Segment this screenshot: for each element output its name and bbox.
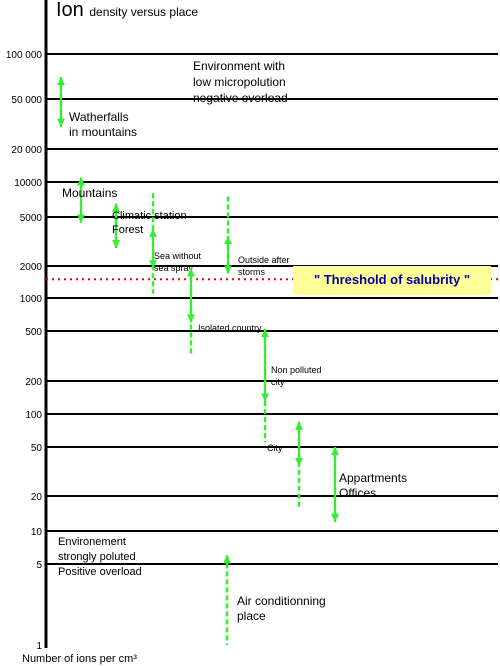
chart-title-big: Ion <box>56 0 89 21</box>
range-arrowhead-down <box>295 458 303 467</box>
chart-title-rest: density versus place <box>89 5 198 19</box>
range-label: Forest <box>112 224 143 236</box>
range-arrowhead-down <box>261 393 269 402</box>
y-tick-label: 5 <box>36 560 42 571</box>
y-tick-label: 1 <box>36 641 42 652</box>
threshold-box <box>293 266 491 295</box>
annotation-text: Environment with <box>193 59 285 73</box>
range-label: Appartments <box>339 471 407 485</box>
range-arrowhead-down <box>224 265 232 274</box>
range-label: city <box>271 377 285 387</box>
y-tick-label: 1000 <box>20 294 43 305</box>
range-arrowhead-up <box>77 177 85 186</box>
range-label: Outside after <box>238 255 290 265</box>
range-arrowhead-up <box>149 228 157 237</box>
range-label: storms <box>238 267 266 277</box>
y-tick-label: 5000 <box>20 213 43 224</box>
y-tick-label: 100 000 <box>6 50 43 61</box>
range-arrowhead-down <box>149 260 157 269</box>
range-arrowhead-down <box>112 240 120 249</box>
range-label: Mountains <box>62 186 117 200</box>
y-tick-label: 10000 <box>14 178 42 189</box>
range-arrowhead-up <box>261 329 269 338</box>
y-tick-label: 10 <box>31 527 43 538</box>
range-arrowhead-down <box>331 513 339 522</box>
annotation-text: low micropolution <box>193 75 286 89</box>
annotation-text: negative overload <box>193 91 288 105</box>
range-arrowhead-up <box>295 421 303 430</box>
y-tick-label: 20 <box>31 492 43 503</box>
range-arrowhead-down <box>77 214 85 223</box>
y-tick-label: 200 <box>25 377 42 388</box>
range-label: Climatic station <box>112 210 187 222</box>
range-arrowhead-up <box>223 555 231 564</box>
y-tick-label: 50 000 <box>11 95 42 106</box>
range-label: Isolated country <box>198 323 262 333</box>
range-label: in mountains <box>69 125 137 139</box>
y-tick-label: 2000 <box>20 262 43 273</box>
range-arrowhead-down <box>187 314 195 323</box>
range-label: place <box>237 609 266 623</box>
y-tick-label: 50 <box>31 443 43 454</box>
range-label: Air conditionning <box>237 594 326 608</box>
range-arrowhead-up <box>224 236 232 245</box>
y-tick-label: 500 <box>25 327 42 338</box>
range-label: Offices <box>339 486 376 500</box>
y-tick-label: 100 <box>25 410 42 421</box>
annotation-text: strongly poluted <box>58 551 136 563</box>
range-arrowhead-up <box>187 268 195 277</box>
range-label: Sea without <box>154 251 202 261</box>
range-label: Watherfalls <box>69 110 129 124</box>
annotation-text: Environement <box>58 536 126 548</box>
range-label: City <box>267 443 283 453</box>
range-arrowhead-up <box>112 203 120 212</box>
range-label: Non polluted <box>271 365 322 375</box>
chart-title: Ion density versus place <box>56 0 198 21</box>
x-axis-label: Number of ions per cm³ <box>22 653 137 665</box>
y-tick-label: 20 000 <box>11 145 42 156</box>
range-arrowhead-down <box>57 118 65 127</box>
annotation-text: Positive overload <box>58 566 142 578</box>
range-label: sea spray <box>154 263 194 273</box>
range-arrowhead-up <box>331 447 339 455</box>
range-arrowhead-up <box>57 77 65 86</box>
threshold-label: " Threshold of salubrity " <box>314 272 470 287</box>
